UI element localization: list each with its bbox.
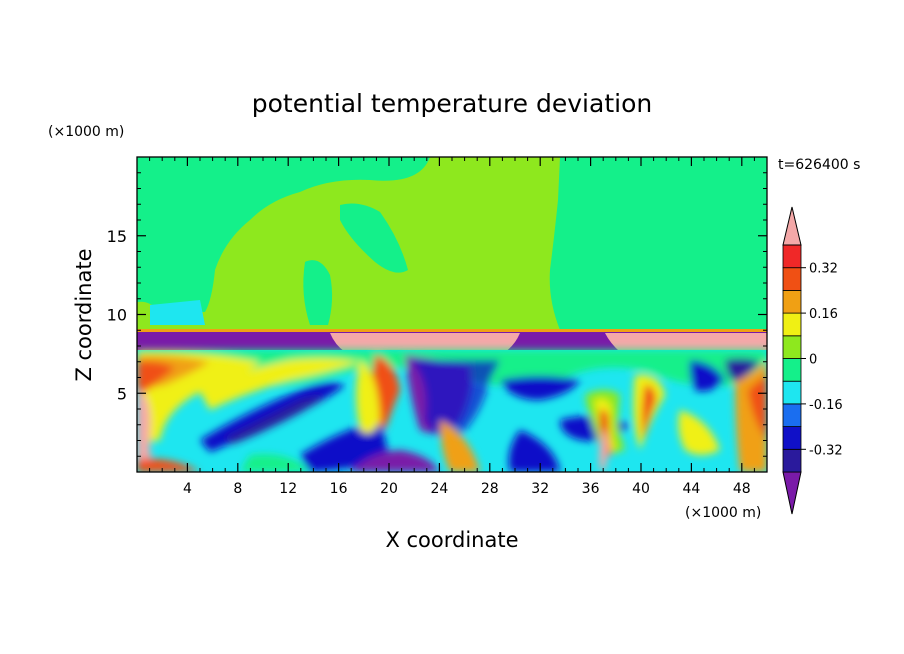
x-tick-label: 8 [233,481,242,497]
upper-patch [150,300,205,325]
x-tick-label: 48 [733,481,751,497]
x-tick-label: 20 [380,481,398,497]
x-tick-label: 44 [682,481,700,497]
x-axis-label: X coordinate [385,528,518,552]
x-tick-label: 32 [531,481,549,497]
y-tick-label: 5 [117,384,127,403]
x-axis: 4 8 12 16 20 24 28 32 36 40 44 48 [149,157,755,497]
colorbar-label: -0.16 [809,398,843,413]
colorbar-label: -0.32 [809,443,843,458]
upper-patch [303,260,333,325]
colorbar-extend-min [782,471,802,515]
stable-layer-warm [605,333,767,352]
colorbar-segment [782,312,802,337]
y-axis-unit: (×1000 m) [48,124,124,140]
colorbar-extend-max [782,206,802,246]
colorbar-segment [782,244,802,269]
colorbar-segment [782,358,802,382]
colorbar-segment [782,335,802,359]
chart-title: potential temperature deviation [252,89,652,118]
stable-layer-edge [137,329,767,333]
y-axis: 5 10 15 [107,172,767,457]
colorbar-label: 0.32 [809,262,838,277]
colorbar-label: 0 [809,353,817,368]
x-tick-label: 4 [183,481,192,497]
x-tick-label: 40 [632,481,650,497]
upper-patch [549,157,767,330]
y-axis-label: Z coordinate [72,248,96,381]
turbulent-eddies [137,350,767,472]
x-tick-label: 12 [279,481,297,497]
x-tick-label: 24 [430,481,448,497]
time-label: t=626400 s [778,157,860,173]
colorbar-label: 0.16 [809,307,838,322]
colorbar-segment [782,426,802,450]
colorbar-segment [782,380,802,405]
x-tick-label: 28 [481,481,499,497]
upper-patch [340,203,408,273]
y-tick-label: 15 [107,227,127,246]
x-tick-label: 36 [582,481,600,497]
colorbar-segment [782,403,802,427]
x-tick-label: 16 [330,481,348,497]
colorbar: -0.32 -0.16 0 0.16 0.32 [782,206,843,515]
stable-layer-warm [330,333,520,352]
upper-patch [137,157,430,312]
colorbar-segment [782,448,802,473]
colorbar-segment [782,289,802,314]
colorbar-segment [782,267,802,291]
plot-area [137,157,767,472]
y-tick-label: 10 [107,306,127,325]
x-axis-unit: (×1000 m) [685,505,761,521]
